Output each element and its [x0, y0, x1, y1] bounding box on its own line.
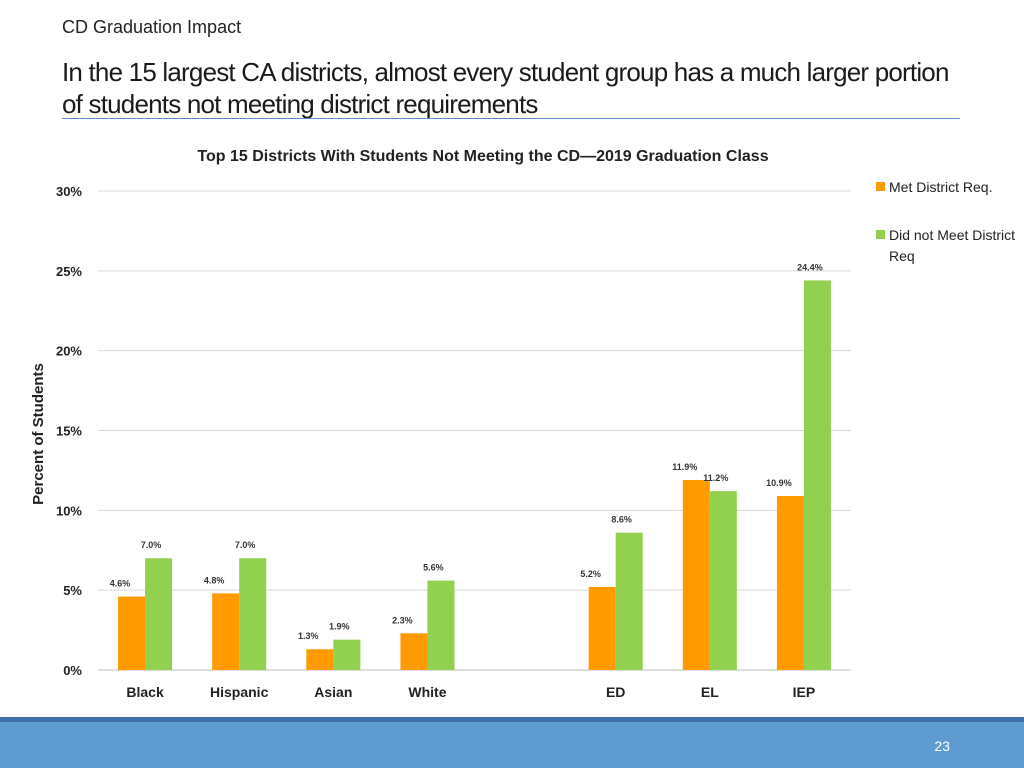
legend-item-met: Met District Req.: [876, 177, 1016, 198]
bar-not-met: [709, 491, 737, 670]
x-tick-label: White: [408, 684, 446, 700]
data-label: 4.8%: [204, 575, 225, 585]
y-tick-label: 30%: [56, 184, 82, 199]
data-label: 7.0%: [141, 540, 162, 550]
bar-not-met: [427, 580, 455, 670]
headline-rule: [62, 118, 960, 119]
y-axis-label: Percent of Students: [30, 363, 47, 505]
bar-not-met: [615, 532, 643, 670]
y-tick-label: 20%: [56, 344, 82, 359]
bar-layer: [118, 280, 831, 670]
bar-not-met: [239, 558, 267, 670]
bar-met: [776, 495, 804, 670]
footer-bar: 23: [0, 722, 1024, 768]
slide-kicker: CD Graduation Impact: [62, 17, 242, 37]
y-tick-label: 0%: [63, 663, 82, 678]
data-label: 8.6%: [611, 515, 632, 525]
data-label: 11.9%: [672, 462, 697, 472]
bar-not-met: [803, 280, 831, 670]
slide-headline: In the 15 largest CA districts, almost e…: [62, 57, 949, 119]
y-tick-label: 25%: [56, 264, 82, 279]
data-label: 1.9%: [329, 622, 350, 632]
y-tick-label: 5%: [63, 583, 82, 598]
y-tick-label: 10%: [56, 503, 82, 518]
chart-legend: Met District Req. Did not Meet District …: [876, 177, 1016, 294]
legend-label-met: Met District Req.: [889, 179, 993, 195]
data-label: 7.0%: [235, 540, 256, 550]
legend-item-not-met: Did not Meet District Req: [876, 225, 1016, 267]
page-number: 23: [934, 738, 950, 754]
bar-met: [118, 596, 146, 670]
bar-chart: Top 15 Districts With Students Not Meeti…: [30, 148, 851, 700]
data-label: 11.2%: [703, 473, 728, 483]
x-tick-label: ED: [606, 684, 625, 700]
data-label: 4.6%: [110, 579, 131, 589]
x-tick-label: Asian: [314, 684, 352, 700]
data-label: 5.6%: [423, 563, 444, 573]
data-label: 10.9%: [766, 478, 792, 488]
footer-accent-line: [0, 717, 1024, 722]
data-label: 1.3%: [298, 631, 319, 641]
x-tick-label: IEP: [793, 684, 816, 700]
legend-swatch-not-met: [876, 230, 885, 239]
y-tick-label: 15%: [56, 424, 82, 439]
bar-met: [682, 479, 710, 670]
bar-met: [212, 593, 240, 670]
bar-met: [400, 633, 428, 670]
bar-not-met: [333, 639, 361, 670]
x-tick-label: Black: [126, 684, 164, 700]
legend-label-not-met: Did not Meet District Req: [889, 227, 1016, 264]
chart-title: Top 15 Districts With Students Not Meeti…: [197, 148, 768, 165]
data-label: 24.4%: [797, 262, 823, 272]
bar-met: [588, 586, 616, 670]
legend-swatch-met: [876, 182, 885, 191]
bar-not-met: [145, 558, 173, 670]
x-tick-label: EL: [701, 684, 719, 700]
data-label: 5.2%: [580, 569, 601, 579]
grid-layer: [98, 190, 851, 671]
data-label: 2.3%: [392, 615, 413, 625]
bar-met: [306, 649, 334, 670]
label-layer: 0% 5% 10% 15% 20% 25% 30% Black 4.6% 7.0% Hispanic…: [56, 184, 823, 700]
x-tick-label: Hispanic: [210, 684, 269, 700]
